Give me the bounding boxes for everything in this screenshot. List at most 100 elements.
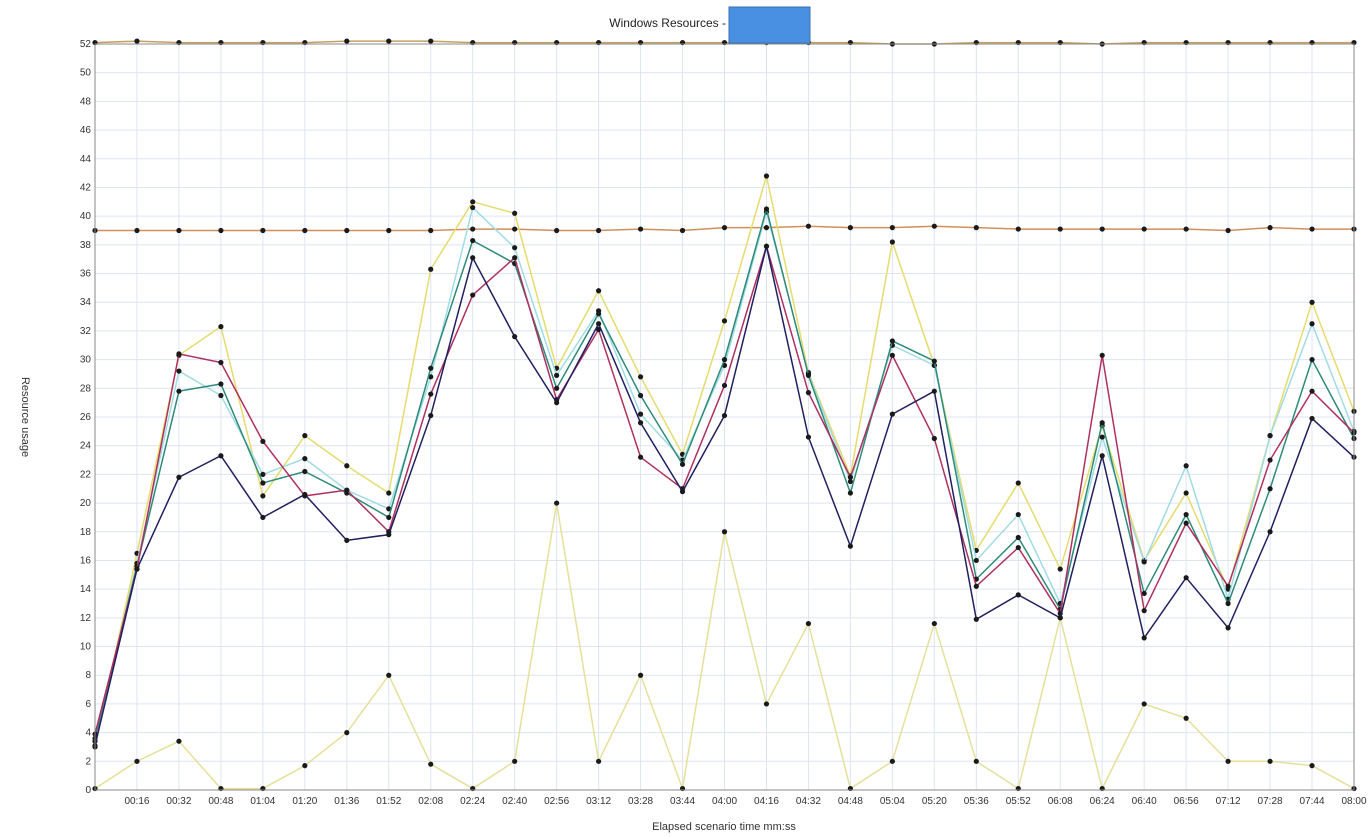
x-tick-label: 02:40 [502, 796, 527, 807]
data-point [512, 334, 518, 340]
data-point [1267, 529, 1273, 535]
data-point [1309, 357, 1315, 363]
data-point [1141, 226, 1147, 232]
data-point [1057, 226, 1063, 232]
plot-border [94, 43, 1355, 791]
data-point [763, 173, 770, 179]
data-point [805, 620, 812, 627]
chart-title: Windows Resources - [609, 16, 726, 30]
data-point [176, 738, 182, 744]
data-point [1183, 490, 1189, 496]
y-tick-label: 4 [85, 728, 91, 739]
data-point [428, 761, 434, 767]
data-point [218, 227, 224, 234]
x-tick-label: 06:56 [1174, 796, 1199, 807]
x-tick-label: 04:00 [712, 796, 737, 807]
x-tick-label: 06:08 [1048, 796, 1073, 807]
data-point [218, 359, 224, 366]
data-point [1141, 590, 1147, 597]
data-point [847, 474, 854, 480]
data-point [596, 321, 602, 327]
data-point [512, 758, 518, 764]
data-point [973, 616, 979, 622]
x-tick-label: 01:20 [292, 796, 317, 807]
data-point [805, 390, 812, 396]
y-tick-label: 12 [80, 613, 92, 624]
x-tick-label: 03:44 [670, 796, 695, 807]
y-tick-label: 46 [80, 125, 92, 136]
data-point [637, 374, 644, 380]
data-point [1141, 559, 1147, 565]
data-point [1267, 433, 1273, 439]
data-point [847, 490, 854, 496]
x-tick-label: 03:28 [628, 796, 653, 807]
data-point [1225, 600, 1231, 607]
x-tick-label: 02:08 [418, 796, 443, 807]
data-point [721, 318, 728, 324]
data-point [889, 411, 895, 417]
data-point [302, 763, 308, 769]
data-point [1099, 226, 1105, 232]
data-point [386, 38, 392, 44]
data-point [260, 471, 266, 477]
y-tick-label: 2 [85, 756, 91, 767]
data-point [721, 529, 728, 535]
y-tick-label: 40 [80, 211, 92, 222]
data-point [554, 400, 560, 406]
data-point [847, 478, 854, 485]
data-point [470, 237, 476, 244]
y-tick-label: 36 [80, 269, 92, 280]
y-tick-label: 8 [85, 670, 91, 681]
data-point [218, 381, 224, 387]
x-tick-label: 04:16 [754, 796, 779, 807]
data-point [973, 583, 979, 589]
data-point [847, 225, 854, 231]
data-point [176, 474, 182, 480]
data-point [1099, 453, 1105, 459]
data-point [931, 435, 937, 442]
data-point [428, 391, 434, 397]
data-point [1183, 463, 1189, 469]
series-2 [92, 223, 1357, 234]
y-axis-title: Resource usage [19, 377, 31, 457]
y-tick-label: 16 [80, 555, 92, 566]
y-tick-label: 32 [80, 326, 92, 337]
data-point [637, 454, 644, 460]
y-tick-label: 50 [80, 68, 92, 79]
data-point [721, 382, 728, 389]
data-point [679, 227, 686, 234]
x-tick-label: 00:32 [166, 796, 191, 807]
data-point [1267, 225, 1273, 231]
data-point [260, 493, 266, 499]
data-point [554, 500, 560, 506]
x-tick-label: 05:04 [880, 796, 905, 807]
data-point [847, 543, 854, 549]
data-point [386, 532, 392, 538]
x-tick-label: 04:32 [796, 796, 821, 807]
y-tick-label: 34 [80, 297, 92, 308]
data-point [512, 226, 518, 232]
data-point [344, 38, 350, 44]
data-point [176, 227, 182, 234]
data-point [805, 372, 812, 378]
data-point [302, 433, 308, 439]
x-tick-label: 01:52 [376, 796, 401, 807]
data-point [1267, 457, 1273, 463]
x-tick-label: 05:52 [1006, 796, 1031, 807]
y-tick-label: 30 [80, 355, 92, 366]
data-point [1309, 321, 1315, 327]
data-point [344, 227, 350, 234]
data-point [386, 514, 392, 521]
x-tick-label: 04:48 [838, 796, 863, 807]
data-point [554, 227, 560, 234]
data-point [637, 672, 644, 678]
data-point [1015, 544, 1021, 551]
x-tick-label: 07:44 [1300, 796, 1325, 807]
data-point [344, 730, 350, 736]
x-tick-label: 05:20 [922, 796, 947, 807]
data-point [260, 514, 266, 521]
y-tick-label: 20 [80, 498, 92, 509]
series-8 [92, 500, 1357, 792]
data-point [931, 358, 937, 364]
data-point [763, 701, 770, 707]
